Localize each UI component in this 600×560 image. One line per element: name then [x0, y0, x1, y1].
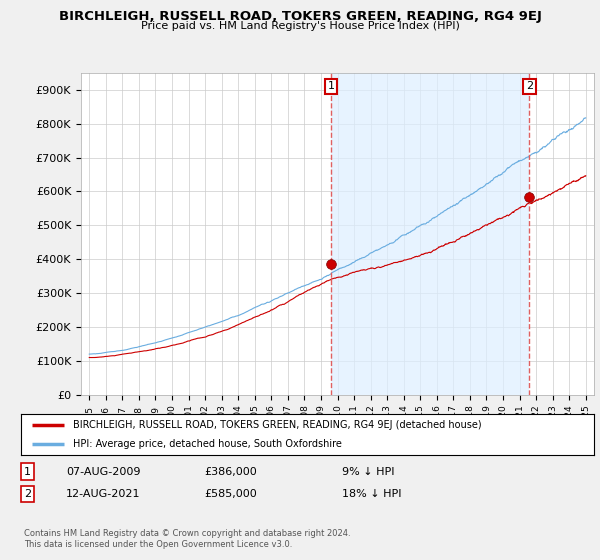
- Text: 1: 1: [24, 466, 31, 477]
- Text: Price paid vs. HM Land Registry's House Price Index (HPI): Price paid vs. HM Land Registry's House …: [140, 21, 460, 31]
- Text: 07-AUG-2009: 07-AUG-2009: [66, 466, 140, 477]
- Bar: [331, 73, 529, 395]
- Text: BIRCHLEIGH, RUSSELL ROAD, TOKERS GREEN, READING, RG4 9EJ: BIRCHLEIGH, RUSSELL ROAD, TOKERS GREEN, …: [59, 10, 541, 22]
- Text: £585,000: £585,000: [204, 489, 257, 499]
- Text: Contains HM Land Registry data © Crown copyright and database right 2024.
This d: Contains HM Land Registry data © Crown c…: [24, 529, 350, 549]
- Text: HPI: Average price, detached house, South Oxfordshire: HPI: Average price, detached house, Sout…: [73, 438, 341, 449]
- Text: 2: 2: [526, 81, 533, 91]
- Text: £386,000: £386,000: [204, 466, 257, 477]
- Text: 9% ↓ HPI: 9% ↓ HPI: [342, 466, 395, 477]
- Text: BIRCHLEIGH, RUSSELL ROAD, TOKERS GREEN, READING, RG4 9EJ (detached house): BIRCHLEIGH, RUSSELL ROAD, TOKERS GREEN, …: [73, 420, 481, 430]
- Text: 12-AUG-2021: 12-AUG-2021: [66, 489, 140, 499]
- Text: 2: 2: [24, 489, 31, 499]
- Text: 18% ↓ HPI: 18% ↓ HPI: [342, 489, 401, 499]
- Text: 1: 1: [328, 81, 334, 91]
